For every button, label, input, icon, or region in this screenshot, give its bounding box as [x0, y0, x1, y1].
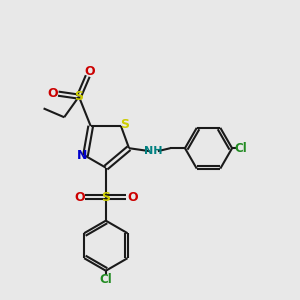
- Text: NH: NH: [144, 146, 163, 156]
- Text: N: N: [77, 149, 87, 162]
- Text: S: S: [120, 118, 129, 131]
- Text: O: O: [47, 87, 58, 100]
- Text: Cl: Cl: [100, 273, 112, 286]
- Text: O: O: [127, 190, 138, 204]
- Text: O: O: [74, 190, 85, 204]
- Text: Cl: Cl: [235, 142, 247, 155]
- Text: S: S: [101, 190, 110, 204]
- Text: S: S: [74, 90, 83, 103]
- Text: O: O: [84, 65, 94, 78]
